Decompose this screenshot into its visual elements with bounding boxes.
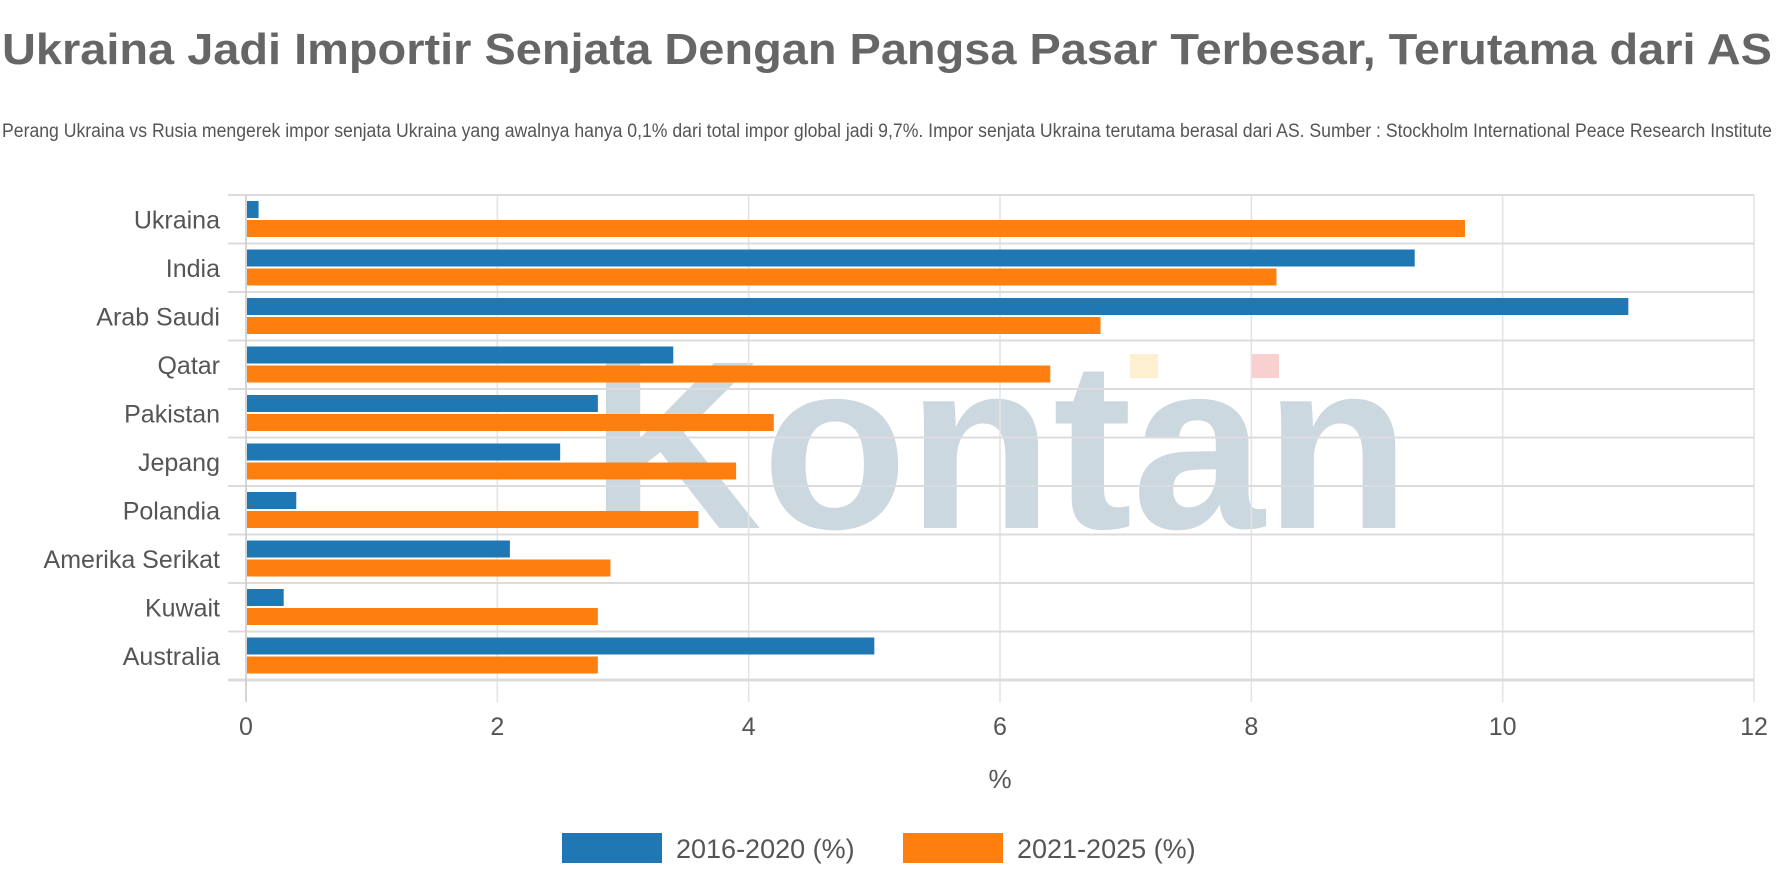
category-label: Australia (123, 643, 220, 671)
category-label: Ukraina (134, 206, 220, 234)
x-tick-labels: 0 2 4 6 8 10 12 (239, 713, 1768, 741)
bar-2021-2025 (247, 414, 774, 431)
x-tick-label: 4 (742, 713, 756, 741)
bar-2016-2020 (247, 395, 598, 412)
category-label: Kuwait (145, 594, 220, 622)
bar-2021-2025 (247, 656, 598, 674)
x-tick-label: 10 (1489, 713, 1517, 741)
bar-2016-2020 (247, 589, 284, 606)
legend-swatch (903, 833, 1003, 863)
legend-label[interactable]: 2021-2025 (%) (1017, 834, 1196, 864)
bar-2021-2025 (247, 511, 699, 528)
bar-2016-2020 (247, 249, 1415, 267)
category-label: Jepang (138, 449, 220, 477)
category-label: Arab Saudi (96, 303, 220, 331)
category-label: Pakistan (124, 400, 220, 428)
category-label: Qatar (157, 352, 220, 380)
category-labels: Ukraina India Arab Saudi Qatar Pakistan Jepan… (44, 206, 221, 671)
x-tick-label: 12 (1740, 713, 1768, 741)
bar-2021-2025 (247, 317, 1101, 334)
category-label: India (166, 255, 220, 283)
bar-2016-2020 (247, 443, 561, 461)
x-axis-label: % (988, 764, 1011, 794)
bar-2021-2025 (247, 462, 737, 480)
bar-2021-2025 (247, 365, 1051, 383)
watermark-dot-red (1251, 354, 1279, 378)
legend: 2016-2020 (%) 2021-2025 (%) (562, 833, 1196, 864)
bar-2021-2025 (247, 220, 1465, 237)
legend-label[interactable]: 2016-2020 (%) (676, 834, 855, 864)
x-tick-label: 0 (239, 713, 253, 741)
category-label: Amerika Serikat (44, 546, 220, 574)
bar-2021-2025 (247, 559, 611, 577)
bar-2016-2020 (247, 540, 510, 558)
bar-2016-2020 (247, 637, 875, 655)
bar-2016-2020 (247, 201, 259, 218)
bars (247, 201, 1629, 674)
watermark-dot-yellow (1130, 354, 1158, 378)
bar-2016-2020 (247, 298, 1629, 315)
bar-2016-2020 (247, 346, 674, 364)
x-tick-label: 6 (993, 713, 1007, 741)
category-label: Polandia (123, 497, 220, 525)
chart-title: Ukraina Jadi Importir Senjata Dengan Pan… (2, 25, 1772, 74)
bar-2021-2025 (247, 268, 1277, 286)
x-tick-label: 2 (490, 713, 504, 741)
bar-2016-2020 (247, 492, 297, 509)
legend-swatch (562, 833, 662, 863)
x-tick-label: 8 (1244, 713, 1258, 741)
chart-subtitle: Perang Ukraina vs Rusia mengerek impor s… (2, 121, 1772, 142)
bar-2021-2025 (247, 608, 598, 625)
